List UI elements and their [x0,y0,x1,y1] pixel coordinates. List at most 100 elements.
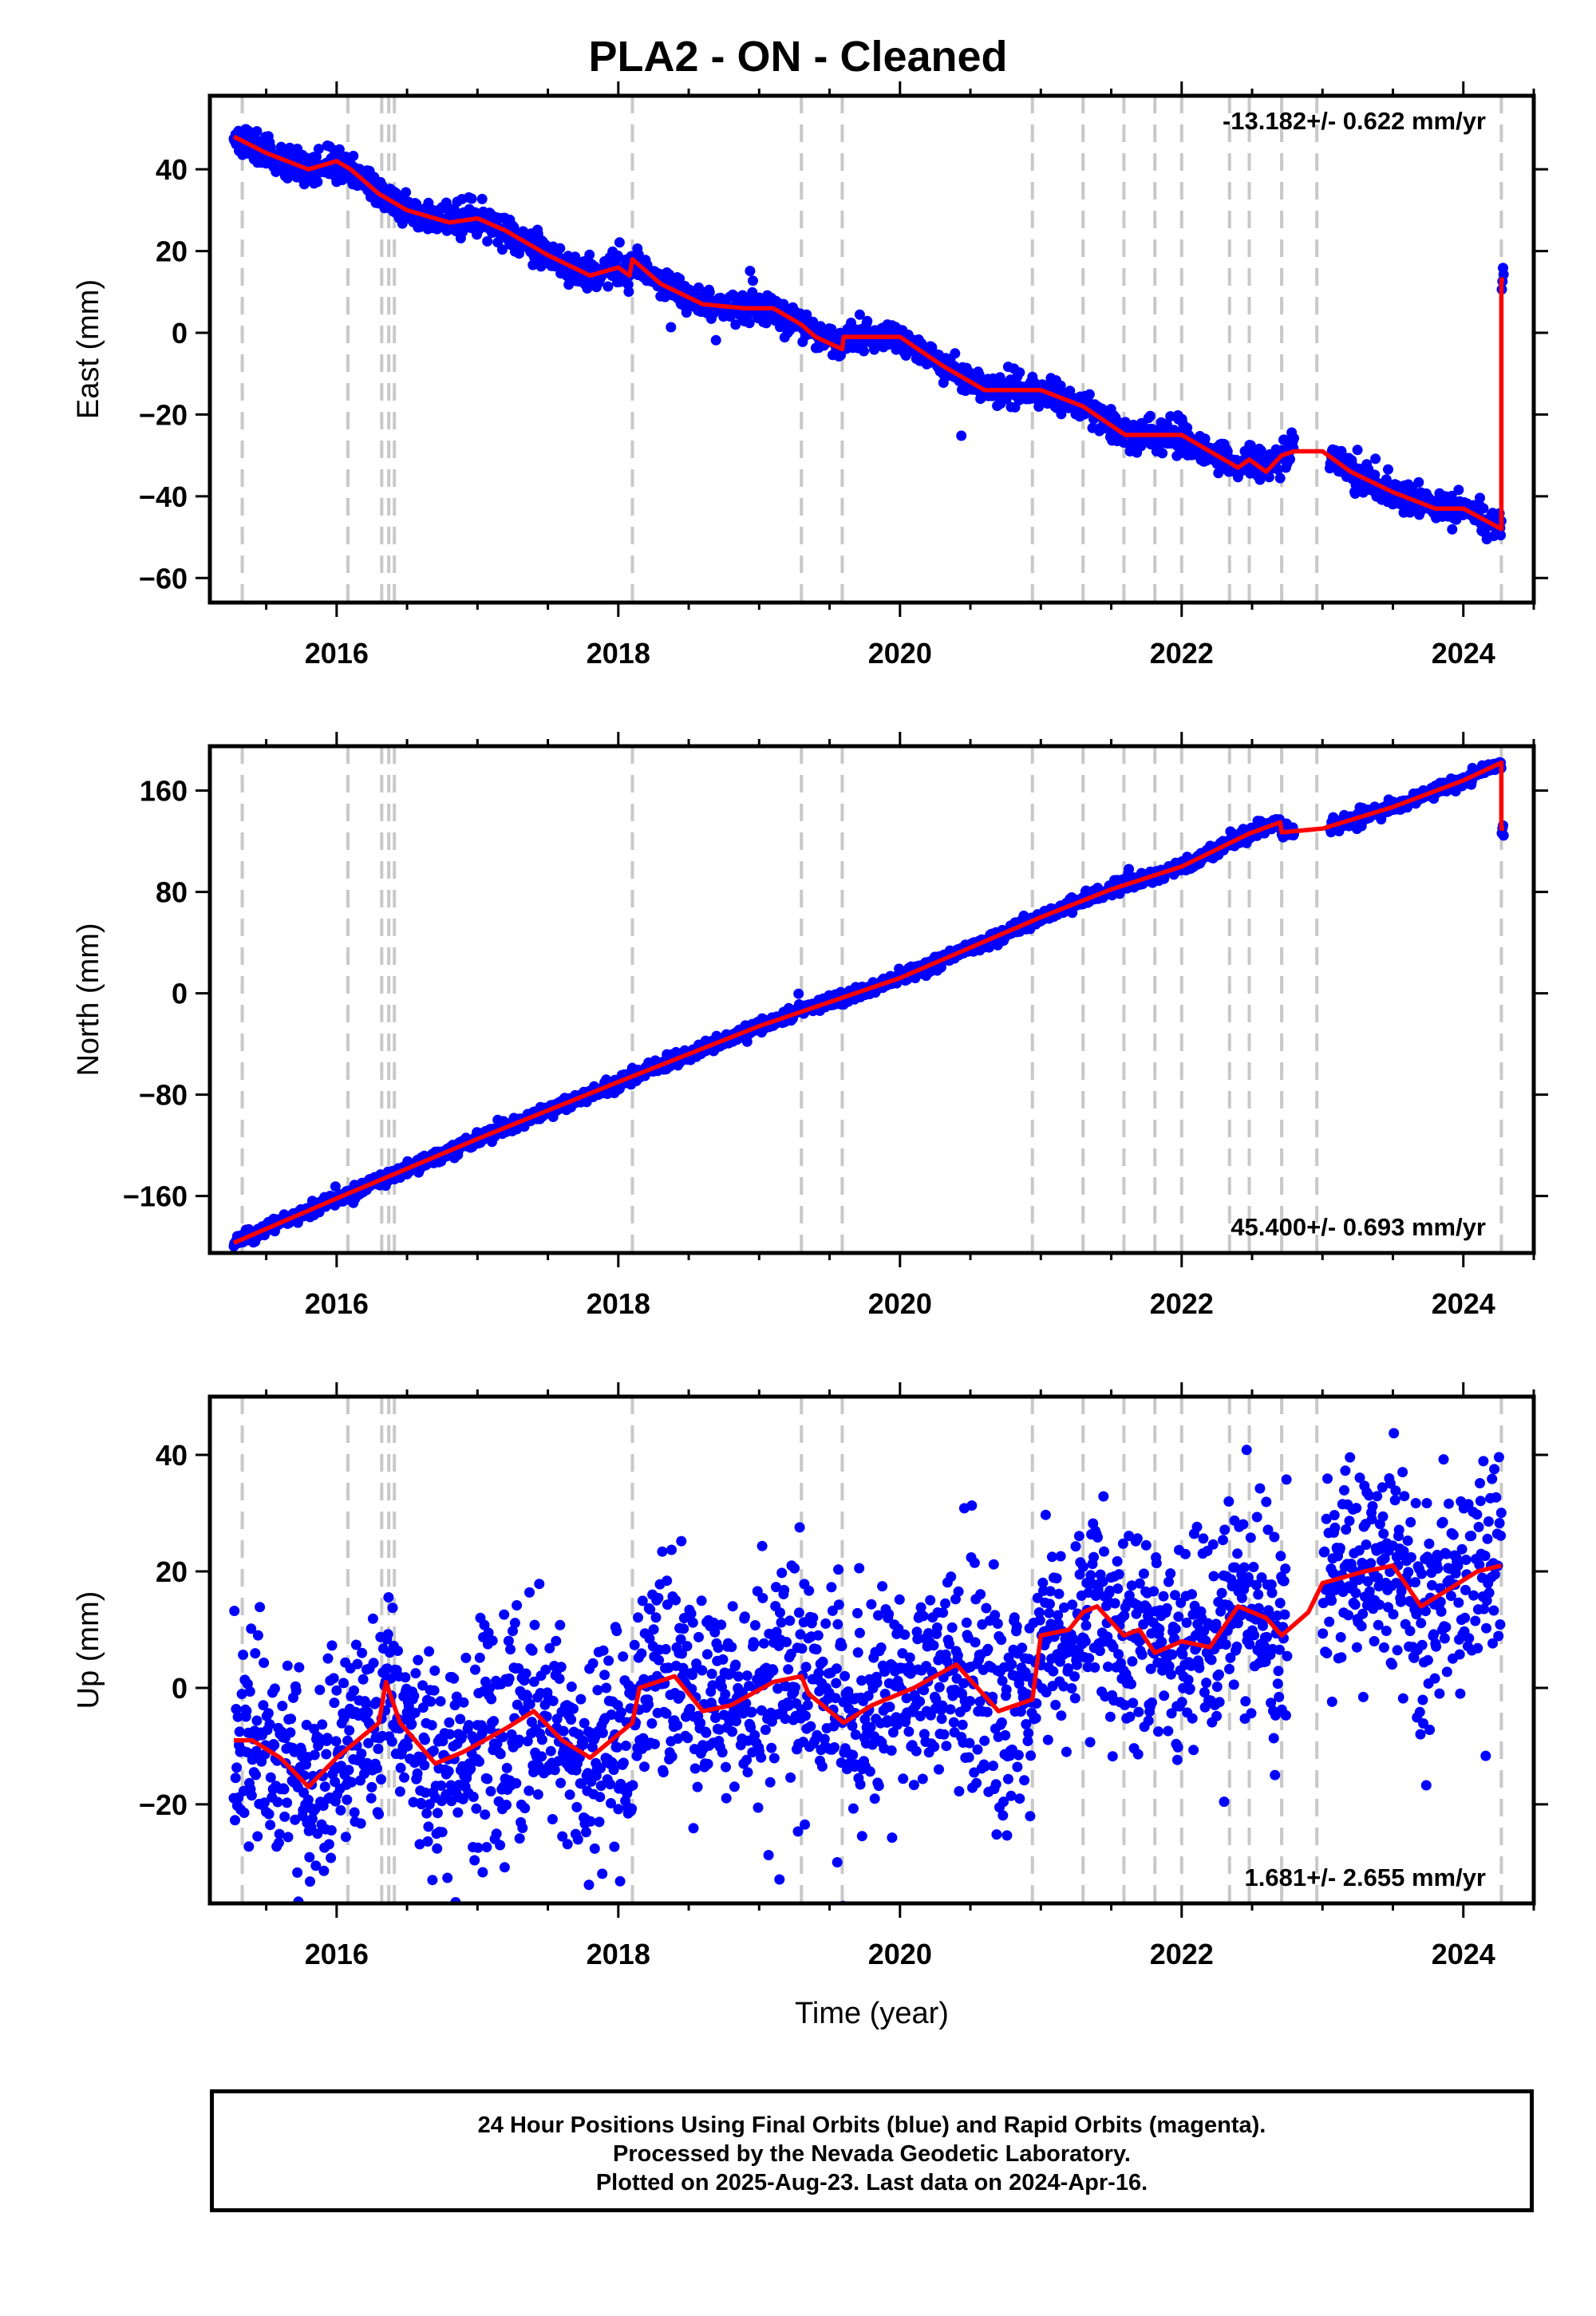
data-point [362,1707,373,1717]
data-point [416,1799,427,1810]
data-point [517,1823,528,1833]
y-axis-label: East (mm) [72,279,105,419]
data-point [251,1715,263,1726]
data-point [1478,503,1489,514]
data-point [666,322,677,333]
data-point [499,1862,510,1873]
x-tick-label: 2020 [868,637,932,670]
data-point [318,1865,330,1876]
data-point [243,1841,255,1852]
data-point [432,1843,443,1854]
data-point [509,1618,520,1629]
data-point [424,1646,435,1657]
data-point [544,1642,555,1654]
data-point [481,1842,492,1852]
data-point [359,1769,369,1779]
data-point [310,1860,322,1871]
data-point [428,1745,439,1757]
data-point [230,1773,241,1784]
data-point [410,1668,421,1679]
data-point [409,1707,421,1718]
data-point [1263,472,1274,483]
data-point [309,1749,320,1761]
data-point [358,1674,369,1685]
data-point [282,1660,293,1671]
data-point [282,1832,294,1843]
data-point [344,1725,355,1736]
panel-frame [207,93,1536,605]
data-point [238,1650,249,1660]
data-point [311,151,322,162]
data-point [514,1734,524,1745]
data-point [292,1867,303,1878]
data-point [745,266,756,276]
data-point [368,1658,379,1669]
data-point [356,1748,367,1759]
panel-frame [207,744,1536,1255]
data-point [338,1678,349,1689]
data-point [422,1836,433,1847]
data-point [1475,492,1485,504]
data-point [528,1676,539,1687]
data-point [399,1772,409,1783]
data-point [302,1794,314,1805]
data-point [513,1663,524,1674]
data-point [623,287,634,297]
data-point [265,1772,276,1783]
data-point [460,1652,472,1663]
data-point [472,1842,484,1853]
data-point [326,1852,337,1863]
data-point [455,1713,466,1725]
data-point [476,1728,488,1739]
data-point [420,1787,431,1798]
x-tick-label: 2024 [1432,1287,1495,1320]
data-point [263,1808,275,1820]
data-point [482,1773,493,1784]
data-point [397,218,408,229]
data-point [1453,484,1464,496]
data-point [584,249,595,260]
data-point [355,1818,366,1829]
data-point [482,235,493,247]
data-point [342,1794,353,1805]
data-point [444,1729,456,1740]
data-point [338,1713,350,1724]
data-point [239,1808,250,1818]
data-point [451,1691,462,1702]
data-point [230,1815,240,1826]
data-point [484,1682,496,1694]
data-point [330,1181,341,1192]
data-point [279,1811,290,1822]
data-point [501,1800,512,1811]
data-point [420,1734,430,1745]
data-point [470,1664,480,1675]
data-point [279,1784,290,1795]
y-axis-label: North (mm) [72,923,105,1076]
data-point [483,1627,494,1638]
y-tick-label: 20 [156,235,188,268]
data-point [540,1664,551,1675]
model-fit-line [232,134,1504,532]
data-point [409,1690,420,1701]
data-point [1272,464,1283,475]
data-point [480,1809,491,1820]
plot-area [228,96,1509,603]
data-point [950,348,961,359]
data-point [371,1697,382,1708]
data-point [426,1720,437,1731]
data-point [437,1736,448,1747]
data-point [1124,864,1135,875]
plot-area [228,1397,1507,1903]
y-tick-label: −80 [139,1079,188,1112]
data-point [477,1867,488,1878]
data-point [859,346,869,357]
data-point [1370,453,1381,464]
x-tick-label: 2024 [1432,637,1495,670]
data-point [318,1800,329,1812]
data-point [1084,389,1095,400]
data-point [421,1808,433,1819]
data-point [512,1600,523,1611]
data-point [449,1700,460,1711]
data-point [474,1652,485,1663]
